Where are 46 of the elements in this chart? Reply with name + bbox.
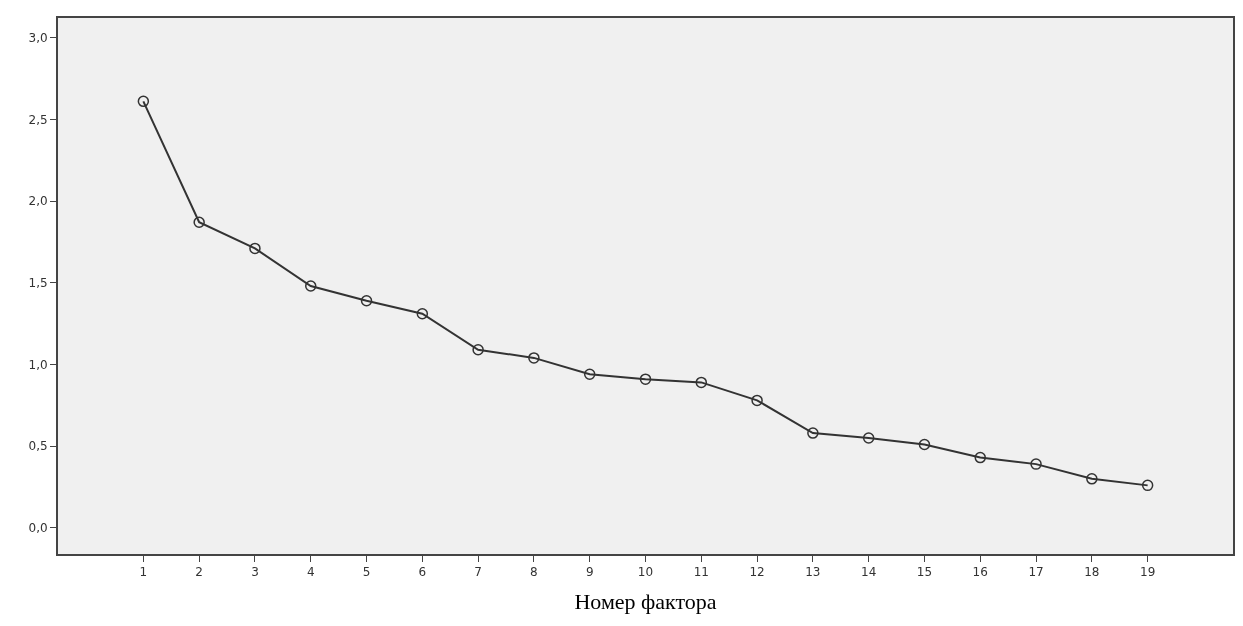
x-tick-label: 6	[418, 565, 427, 580]
point	[360, 294, 373, 307]
x-tick-label: 14	[861, 565, 877, 580]
x-axis-title: Номер фактора	[574, 588, 717, 614]
point	[137, 95, 150, 108]
point	[974, 451, 987, 464]
x-tick-label: 2	[195, 565, 203, 580]
point	[807, 427, 819, 439]
point	[249, 242, 261, 255]
point	[639, 373, 652, 385]
x-tick-label: 17	[1028, 565, 1044, 580]
point	[304, 280, 317, 292]
point	[1086, 473, 1098, 485]
point	[416, 308, 429, 320]
x-tick-label: 8	[530, 565, 538, 580]
x-tick-label: 5	[362, 565, 371, 580]
point	[918, 438, 931, 451]
x-tick-label: 3	[251, 565, 259, 580]
x-tick-label: 1	[139, 565, 148, 580]
point	[472, 343, 484, 356]
point	[1141, 479, 1154, 492]
point	[583, 368, 596, 380]
x-tick-label: 18	[1084, 565, 1100, 580]
x-tick-label: 10	[637, 565, 654, 580]
y-tick-label: 0,5	[28, 439, 48, 454]
point	[751, 394, 763, 407]
y-tick-label: 2,0	[28, 194, 48, 209]
y-tick-label: 2,5	[28, 112, 48, 127]
x-tick-label: 13	[805, 565, 821, 580]
y-tick-label: 1,0	[28, 357, 48, 372]
x-tick-label: 9	[585, 565, 594, 580]
point	[193, 216, 205, 229]
y-tick-label: 0,0	[28, 521, 48, 536]
x-tick-label: 12	[749, 565, 765, 580]
x-tick-label: 19	[1140, 565, 1156, 580]
y-tick-label: 1,5	[28, 275, 48, 290]
y-tick-label: 3,0	[28, 30, 48, 45]
point	[1030, 458, 1042, 470]
point	[862, 432, 875, 444]
x-tick-label: 16	[972, 565, 988, 580]
point	[528, 352, 540, 364]
x-tick-label: 4	[306, 565, 315, 580]
x-tick-label: 7	[474, 565, 482, 580]
x-tick-label: 15	[916, 565, 933, 580]
point	[695, 376, 708, 389]
x-tick-label: 11	[693, 565, 709, 580]
